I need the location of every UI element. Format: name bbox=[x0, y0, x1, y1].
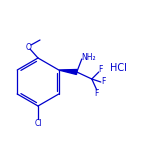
Polygon shape bbox=[59, 69, 77, 74]
Text: NH₂: NH₂ bbox=[81, 52, 96, 62]
Text: F: F bbox=[102, 78, 106, 86]
Text: Cl: Cl bbox=[34, 119, 42, 128]
Text: F: F bbox=[95, 88, 99, 97]
Text: F: F bbox=[99, 66, 103, 74]
Text: O: O bbox=[26, 43, 32, 52]
Text: HCl: HCl bbox=[110, 63, 126, 73]
